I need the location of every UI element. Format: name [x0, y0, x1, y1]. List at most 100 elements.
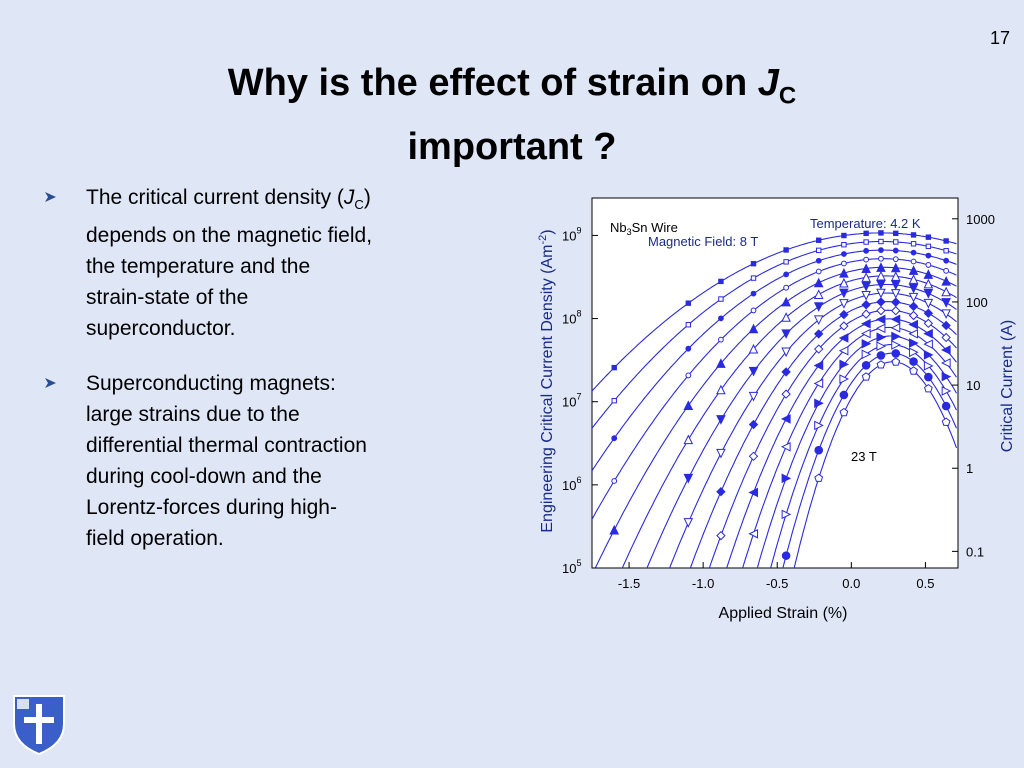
- data-point-marker: [890, 323, 901, 333]
- data-point-marker: [908, 319, 919, 330]
- data-point-marker: [863, 247, 870, 254]
- data-point-marker: [876, 332, 887, 343]
- data-point-marker: [861, 281, 871, 292]
- data-point-marker: [748, 419, 759, 430]
- data-point-marker: [891, 349, 901, 358]
- series-curve: [646, 283, 957, 568]
- arrow-bullet-icon: [45, 378, 56, 389]
- data-point-marker: [876, 280, 886, 290]
- data-point-marker: [716, 448, 726, 459]
- data-point-marker: [748, 343, 759, 354]
- data-point-marker: [890, 314, 901, 325]
- x-tick-label: -1.5: [618, 576, 640, 591]
- series-curve: [669, 292, 957, 568]
- annotation-temperature: Temperature: 4.2 K: [810, 216, 921, 231]
- data-point-marker: [748, 528, 759, 539]
- data-point-marker: [923, 308, 934, 318]
- data-point-marker: [925, 252, 932, 259]
- axes-layer: -1.5 -1.0 -0.5 0.0 0.51051061071081091000100…: [562, 212, 995, 591]
- data-point-marker: [941, 286, 951, 297]
- data-point-marker: [863, 256, 870, 263]
- x-tick-label: 0.0: [842, 576, 860, 591]
- data-point-marker: [923, 298, 934, 309]
- data-point-marker: [863, 230, 869, 237]
- bullet-item: The critical current density (JC) depend…: [44, 182, 374, 344]
- data-point-marker: [813, 289, 824, 299]
- data-point-marker: [941, 309, 951, 319]
- data-point-marker: [781, 551, 791, 560]
- data-point-marker: [683, 518, 694, 528]
- data-point-marker: [891, 357, 901, 366]
- data-point-marker: [943, 238, 949, 244]
- data-point-marker: [685, 322, 692, 328]
- data-point-marker: [611, 435, 618, 442]
- data-point-marker: [924, 383, 933, 393]
- data-point-marker: [876, 288, 886, 299]
- data-point-marker: [813, 378, 824, 389]
- x-tick-label: -0.5: [766, 576, 788, 591]
- data-point-marker: [861, 300, 871, 310]
- data-point-marker: [925, 262, 932, 268]
- markers-layer: [609, 230, 952, 560]
- annotation-field-low: Magnetic Field: 8 T: [648, 234, 758, 249]
- data-point-marker: [941, 386, 952, 396]
- data-point-marker: [861, 309, 871, 319]
- data-point-marker: [908, 328, 919, 339]
- data-point-marker: [941, 298, 951, 308]
- data-point-marker: [839, 374, 850, 384]
- y-axis-label-right: Critical Current (A): [999, 320, 1016, 452]
- data-point-marker: [841, 232, 847, 239]
- data-point-marker: [909, 338, 919, 348]
- data-point-marker: [781, 389, 791, 399]
- data-point-marker: [841, 241, 847, 248]
- data-point-marker: [876, 305, 886, 316]
- data-point-marker: [750, 260, 757, 267]
- data-point-marker: [941, 276, 951, 286]
- data-point-marker: [718, 336, 724, 343]
- data-point-marker: [941, 371, 952, 382]
- data-point-marker: [814, 329, 824, 339]
- data-point-marker: [839, 309, 849, 320]
- data-point-marker: [943, 248, 949, 254]
- data-point-marker: [861, 360, 871, 370]
- data-point-marker: [910, 241, 917, 247]
- data-point-marker: [748, 451, 759, 462]
- data-point-marker: [910, 249, 917, 256]
- data-point-marker: [891, 306, 901, 316]
- data-point-marker: [891, 340, 901, 350]
- data-point-marker: [781, 473, 792, 484]
- data-point-marker: [861, 318, 871, 329]
- data-point-marker: [941, 358, 951, 368]
- data-point-marker: [813, 277, 824, 288]
- data-point-marker: [839, 321, 849, 331]
- data-point-marker: [876, 297, 886, 307]
- data-point-marker: [716, 415, 726, 425]
- data-point-marker: [863, 239, 869, 245]
- data-point-marker: [611, 364, 617, 371]
- bullet-text-part: The critical current density (: [86, 186, 344, 209]
- title-line1: Why is the effect of strain on: [227, 62, 758, 104]
- data-point-marker: [876, 360, 886, 369]
- data-point-marker: [893, 230, 899, 237]
- data-point-marker: [890, 289, 901, 299]
- data-point-marker: [841, 251, 847, 257]
- title-line2: important ?: [407, 125, 617, 168]
- data-point-marker: [941, 332, 951, 343]
- y-right-tick-label: 1000: [966, 212, 995, 227]
- data-point-marker: [861, 349, 872, 360]
- y-right-tick-label: 0.1: [966, 544, 984, 559]
- data-point-marker: [813, 360, 824, 371]
- data-point-marker: [816, 247, 822, 254]
- data-point-marker: [923, 269, 934, 279]
- data-point-marker: [910, 232, 917, 238]
- x-axis-label: Applied Strain (%): [719, 605, 848, 622]
- data-point-marker: [781, 329, 791, 339]
- data-point-marker: [780, 414, 791, 424]
- data-point-marker: [781, 296, 791, 307]
- data-point-marker: [748, 391, 759, 402]
- data-point-marker: [839, 288, 849, 299]
- data-point-marker: [685, 345, 692, 352]
- data-point-marker: [813, 315, 824, 326]
- data-point-marker: [861, 338, 872, 349]
- data-point-marker: [876, 351, 886, 360]
